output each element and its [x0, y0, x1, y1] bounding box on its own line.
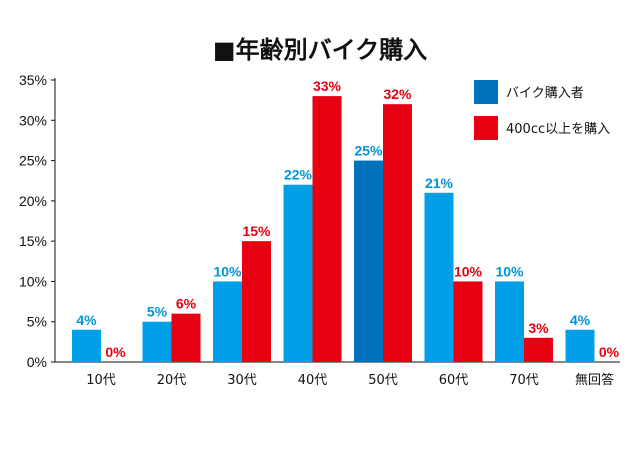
x-tick-label: 40代	[298, 373, 328, 388]
bar	[383, 104, 412, 363]
x-tick-label: 30代	[227, 373, 257, 388]
bar	[171, 313, 201, 362]
data-label: 0%	[105, 344, 126, 360]
x-tick-label: 20代	[157, 373, 187, 388]
bar	[283, 184, 313, 362]
x-tick-label: 70代	[509, 373, 539, 388]
y-axis: 0% 5% 10% 15% 20% 25% 30% 35%	[19, 72, 56, 370]
y-tick-label: 30%	[19, 112, 47, 128]
legend: バイク購入者 400cc以上を購入	[474, 80, 610, 140]
y-tick-label: 20%	[19, 193, 47, 209]
x-tick-label: 60代	[439, 373, 469, 388]
data-label: 4%	[570, 312, 591, 328]
x-tick-label: 50代	[368, 373, 398, 388]
x-axis: 10代 20代 30代 40代 50代 60代 70代 無回答	[55, 361, 620, 388]
data-label: 4%	[76, 312, 97, 328]
legend-label: 400cc以上を購入	[506, 122, 610, 137]
bar	[142, 321, 172, 362]
data-label: 10%	[495, 263, 524, 279]
data-label: 3%	[528, 320, 549, 336]
x-tick-label: 無回答	[575, 372, 614, 388]
bar	[213, 281, 242, 362]
y-tick-label: 35%	[19, 72, 47, 88]
legend-swatch	[474, 80, 498, 104]
bar	[312, 96, 342, 362]
data-label: 10%	[213, 263, 242, 279]
bar	[495, 281, 524, 362]
x-tick-label: 10代	[86, 373, 116, 388]
y-tick-label: 5%	[27, 314, 47, 330]
bar	[72, 329, 101, 362]
legend-label: バイク購入者	[506, 86, 584, 101]
bar	[354, 160, 383, 362]
legend-swatch	[474, 116, 498, 140]
data-label: 6%	[176, 296, 197, 312]
data-label: 21%	[425, 175, 454, 191]
bar	[565, 329, 595, 362]
bar	[424, 192, 454, 362]
bars	[72, 96, 595, 363]
bar	[453, 281, 483, 362]
data-labels: 4% 5% 10% 22% 25% 21% 10% 4% 0% 6% 15% 33% 32% 10% 3% 0…	[76, 78, 619, 360]
data-label: 32%	[383, 86, 412, 102]
data-label: 33%	[313, 78, 342, 94]
y-tick-label: 15%	[19, 233, 47, 249]
data-label: 0%	[599, 344, 620, 360]
y-tick-label: 10%	[19, 273, 47, 289]
chart-title: ■年齢別バイク購入	[213, 36, 427, 64]
y-tick-label: 25%	[19, 153, 47, 169]
y-tick-label: 0%	[27, 354, 47, 370]
bar	[242, 241, 271, 362]
data-label: 5%	[147, 304, 168, 320]
data-label: 25%	[354, 143, 383, 159]
data-label: 10%	[454, 263, 483, 279]
data-label: 22%	[284, 167, 313, 183]
bar	[524, 337, 553, 362]
data-label: 15%	[242, 223, 271, 239]
